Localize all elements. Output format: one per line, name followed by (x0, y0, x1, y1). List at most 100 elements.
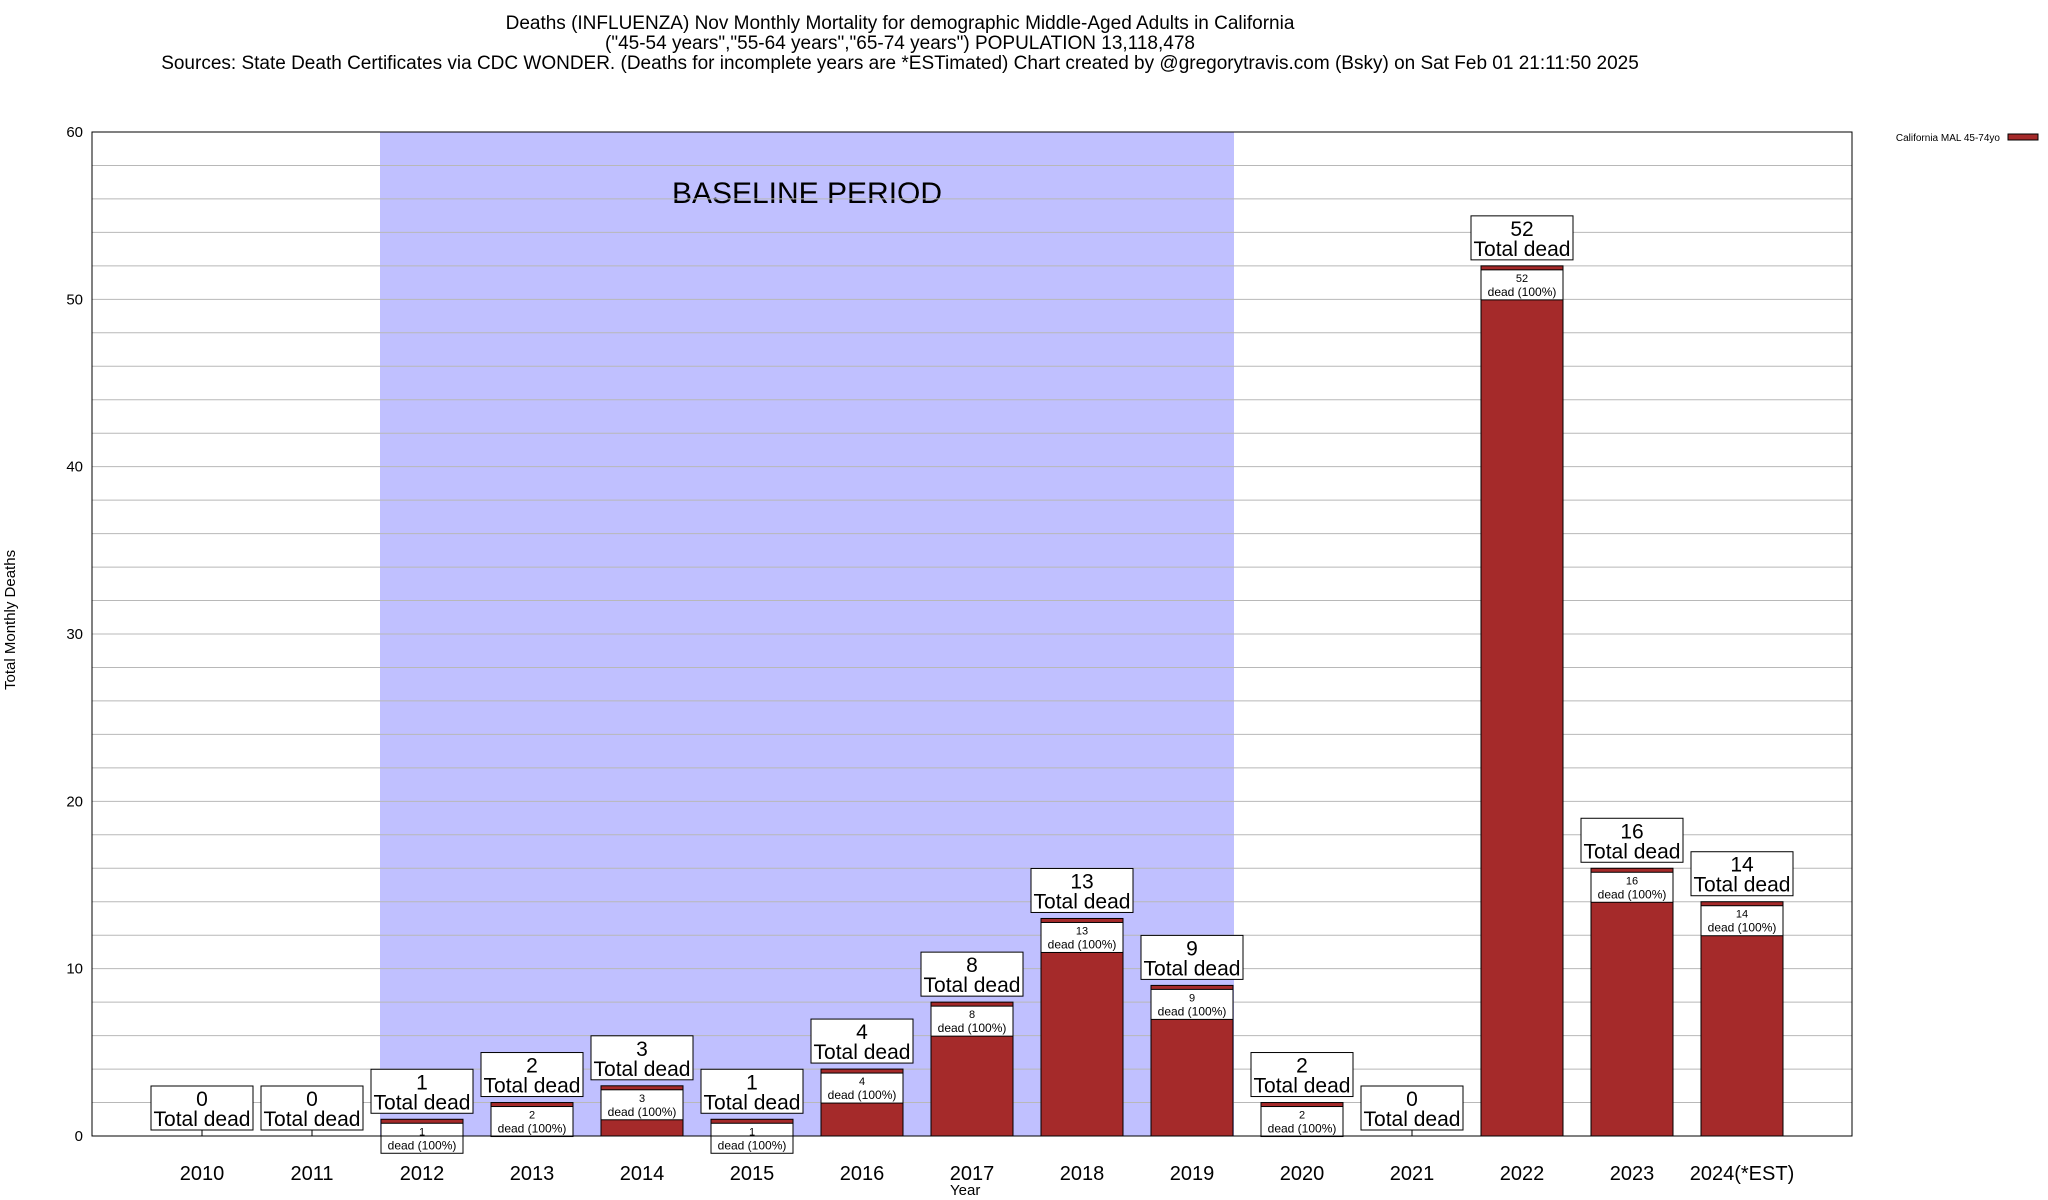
baseline-period-label: BASELINE PERIOD (672, 177, 942, 210)
total-label-box (700, 1068, 804, 1114)
total-label-text: Total dead (1034, 890, 1131, 913)
bar (1590, 867, 1674, 1137)
y-tick-label: 10 (66, 961, 83, 978)
y-axis-label: Total Monthly Deaths (2, 549, 19, 690)
total-label-box (1580, 817, 1684, 863)
bar-inner-label: dead (100%) (1158, 1004, 1227, 1018)
x-tick-label: 2022 (1500, 1163, 1545, 1185)
y-tick-label: 50 (66, 291, 83, 308)
total-label-text: Total dead (594, 1058, 691, 1081)
x-tick-label: 2012 (400, 1163, 445, 1185)
total-label-box (590, 1035, 694, 1081)
total-label-box (150, 1085, 254, 1131)
bar-inner-label: dead (100%) (1488, 285, 1557, 299)
bar-inner-label: dead (100%) (388, 1138, 457, 1152)
bar-inner-label-box (1150, 988, 1234, 1020)
bar-inner-value: 2 (529, 1110, 535, 1122)
total-label-value: 16 (1620, 820, 1643, 843)
x-tick-label: 2016 (840, 1163, 885, 1185)
chart-title-line1: Deaths (INFLUENZA) Nov Monthly Mortality… (505, 13, 1295, 34)
bar-inner-value: 9 (1189, 992, 1195, 1004)
chart-title-line2: ("45-54 years","55-64 years","65-74 year… (605, 33, 1195, 54)
bar-inner-label-box (490, 1106, 574, 1138)
bar-inner-value: 3 (639, 1093, 645, 1105)
total-label-text: Total dead (814, 1041, 911, 1064)
bar-inner-label: dead (100%) (828, 1088, 897, 1102)
bar-inner-label: dead (100%) (718, 1138, 787, 1152)
total-label-text: Total dead (154, 1108, 251, 1131)
bar-inner-label-box (380, 1122, 464, 1154)
total-label-value: 8 (966, 954, 978, 977)
total-label-text: Total dead (374, 1091, 471, 1114)
total-label-box (370, 1068, 474, 1114)
x-tick-label: 2021 (1390, 1163, 1435, 1185)
bar-inner-value: 16 (1626, 875, 1638, 887)
total-label-value: 2 (1296, 1055, 1308, 1078)
bar-inner-value: 52 (1516, 273, 1528, 285)
x-tick-label: 2018 (1060, 1163, 1105, 1185)
x-tick-label: 2015 (730, 1163, 775, 1185)
total-label-box (920, 951, 1024, 997)
bar-inner-label-box (1260, 1106, 1344, 1138)
total-label-box (260, 1085, 364, 1131)
x-tick-label: 2010 (180, 1163, 225, 1185)
bar-inner-label: dead (100%) (608, 1105, 677, 1119)
total-label-text: Total dead (1364, 1108, 1461, 1131)
total-label-text: Total dead (264, 1108, 361, 1131)
bar-inner-label-box (1480, 269, 1564, 301)
total-label-box (1140, 934, 1244, 980)
bar-inner-label-box (1590, 871, 1674, 903)
bar-inner-label: dead (100%) (1708, 921, 1777, 935)
bar-inner-label: dead (100%) (938, 1021, 1007, 1035)
total-label-value: 52 (1510, 218, 1533, 241)
total-label-value: 2 (526, 1055, 538, 1078)
total-label-value: 1 (416, 1071, 428, 1094)
bar-inner-label-box (600, 1089, 684, 1121)
bar-inner-value: 8 (969, 1009, 975, 1021)
total-label-text: Total dead (484, 1075, 581, 1098)
total-label-box (1250, 1052, 1354, 1098)
total-label-text: Total dead (1584, 840, 1681, 863)
total-label-value: 0 (306, 1088, 318, 1111)
plot-border (91, 131, 1853, 1137)
total-label-box (1470, 215, 1574, 261)
bar-inner-value: 4 (859, 1076, 865, 1088)
bar-inner-label: dead (100%) (1268, 1122, 1337, 1136)
total-label-box (1360, 1085, 1464, 1131)
bar-inner-label-box (1700, 905, 1784, 937)
bar (1040, 917, 1124, 1137)
bar-inner-value: 1 (749, 1126, 755, 1138)
x-tick-label: 2017 (950, 1163, 995, 1185)
legend-swatch (2007, 133, 2039, 141)
y-tick-label: 30 (66, 626, 83, 643)
total-label-value: 1 (746, 1071, 758, 1094)
bar-inner-value: 14 (1736, 909, 1748, 921)
bar-inner-label-box (1040, 921, 1124, 953)
total-label-value: 4 (856, 1021, 868, 1044)
bar-inner-label-box (820, 1072, 904, 1104)
total-label-value: 0 (1406, 1088, 1418, 1111)
bar-inner-label: dead (100%) (1598, 887, 1667, 901)
x-tick-label: 2020 (1280, 1163, 1325, 1185)
x-tick-label: 2014 (620, 1163, 665, 1185)
x-tick-label: 2019 (1170, 1163, 1215, 1185)
y-tick-label: 20 (66, 793, 83, 810)
y-tick-label: 40 (66, 459, 83, 476)
bar (1700, 901, 1784, 1137)
total-label-box (1030, 867, 1134, 913)
x-tick-label: 2023 (1610, 1163, 1655, 1185)
total-label-value: 9 (1186, 937, 1198, 960)
total-label-value: 0 (196, 1088, 208, 1111)
total-label-text: Total dead (704, 1091, 801, 1114)
total-label-value: 14 (1730, 854, 1754, 877)
bar-inner-value: 2 (1299, 1110, 1305, 1122)
bar-inner-value: 13 (1076, 925, 1088, 937)
y-tick-label: 0 (75, 1128, 83, 1145)
bar-inner-label: dead (100%) (1048, 937, 1117, 951)
total-label-value: 13 (1070, 870, 1093, 893)
total-label-box (480, 1052, 584, 1098)
bar-inner-label: dead (100%) (498, 1122, 567, 1136)
x-tick-label: 2024(*EST) (1690, 1163, 1795, 1185)
total-label-text: Total dead (1474, 238, 1571, 261)
